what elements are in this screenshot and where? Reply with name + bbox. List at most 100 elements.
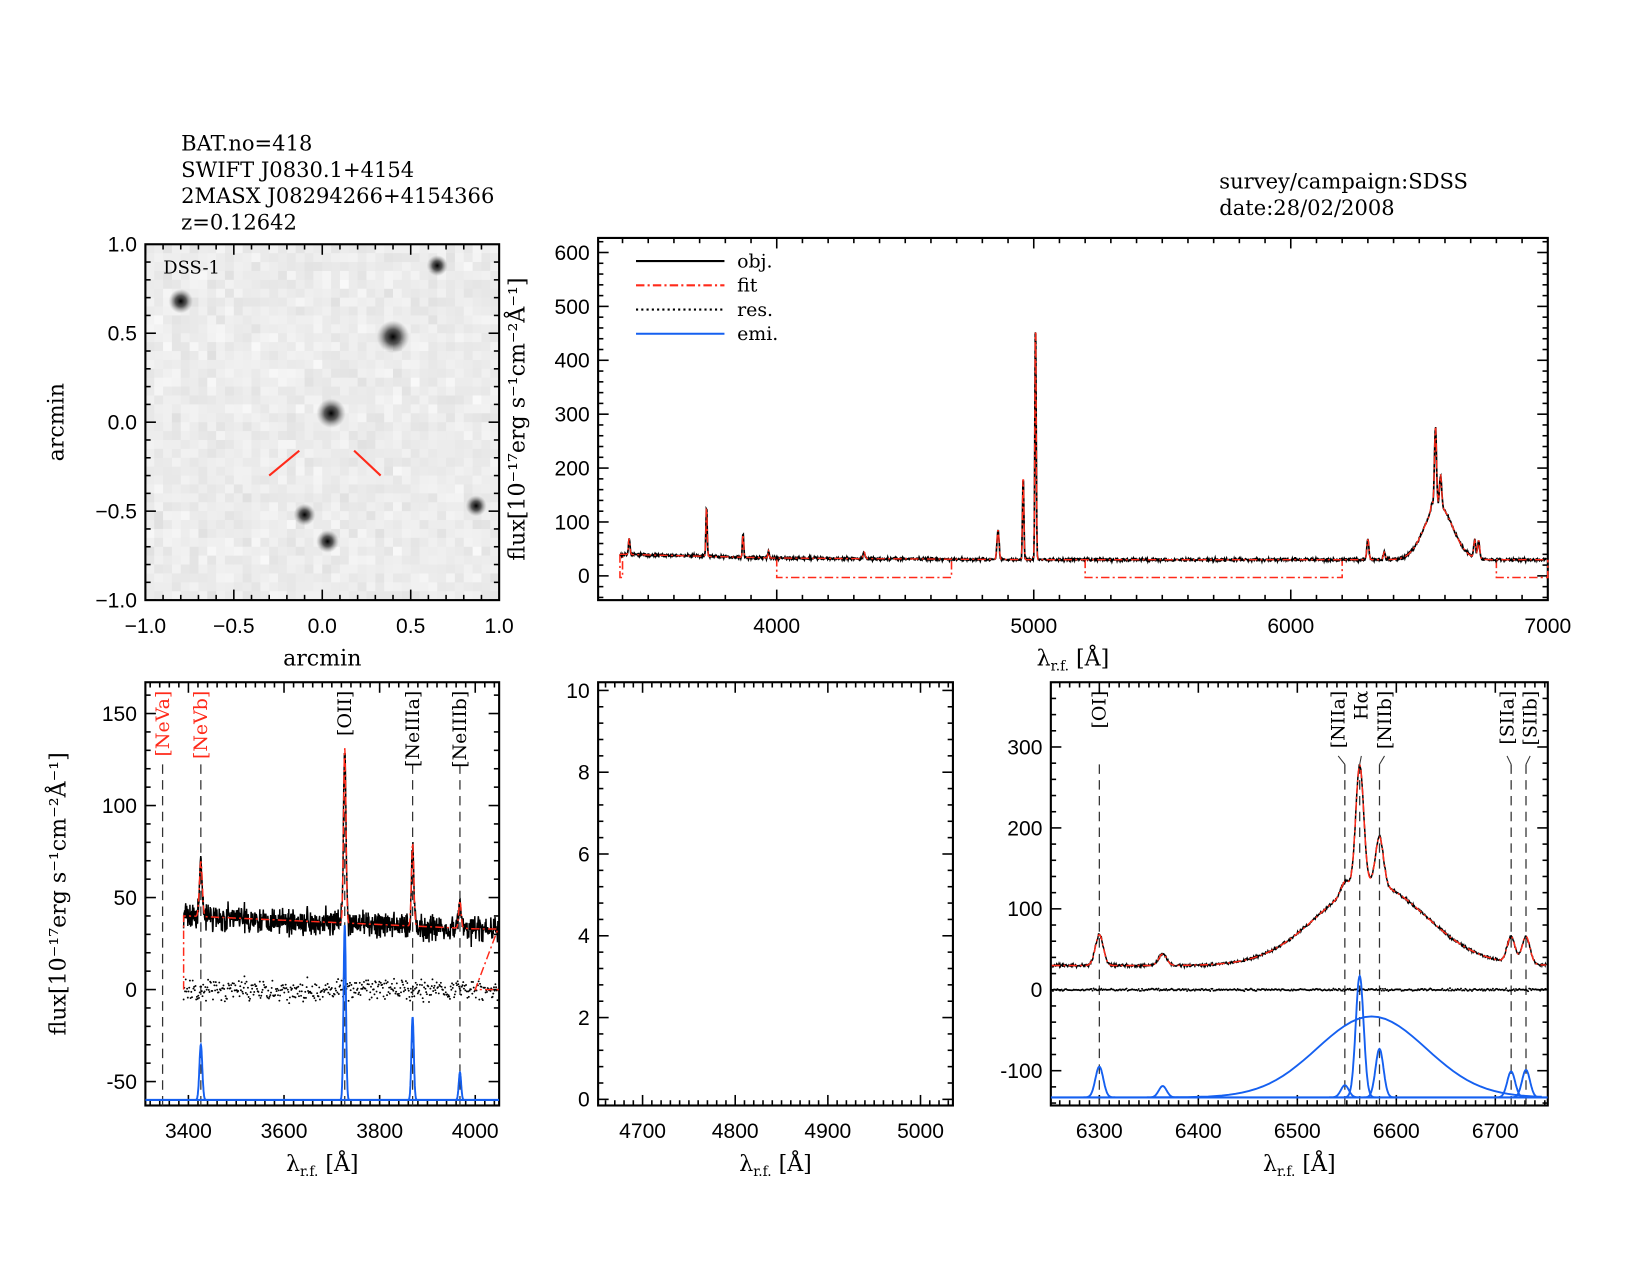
y-tick-label: 0 [578,1089,590,1112]
x-tick-label: 3600 [261,1120,308,1143]
sky-pixel [278,342,288,352]
sky-pixel [251,368,261,379]
sky-pixel [278,306,288,316]
sky-pixel [286,404,297,414]
sky-pixel [260,342,270,352]
sky-pixel [446,564,456,574]
sky-pixel [322,342,332,352]
sky-pixel [419,324,429,334]
sky-pixel [339,359,350,370]
residual-point [446,993,449,996]
residual-point [310,992,313,995]
sky-pixel [428,368,438,379]
sky-pixel [463,493,474,503]
sky-pixel [304,555,314,566]
residual-point [464,989,467,992]
sky-pixel [198,324,208,334]
sky-pixel [171,404,182,414]
residual-point [1125,987,1128,990]
sky-pixel [224,262,235,272]
sky-pixel [224,520,235,530]
sky-pixel [278,297,288,308]
sky-pixel [304,395,314,405]
sky-pixel [339,475,350,485]
residual-point [240,989,242,992]
residual-point [371,982,374,985]
sky-pixel [295,413,306,423]
sky-pixel [207,431,217,441]
sky-pixel [375,564,385,574]
obj-spectrum-line [619,332,1547,565]
residual-point [462,987,465,990]
sky-pixel [437,270,447,281]
sky-pixel [145,520,155,530]
residual-point [222,984,225,987]
x-tick-label: 6300 [1076,1120,1123,1143]
sky-pixel [224,315,235,325]
sky-pixel [419,546,429,557]
sky-pixel [251,359,261,370]
residual-point [323,990,326,993]
sky-pixel [375,359,385,370]
sky-pixel [242,386,253,397]
sky-pixel [295,342,306,352]
sky-pixel [490,270,500,281]
residual-point [390,982,393,985]
sky-pixel [207,342,217,352]
sky-pixel [481,368,491,379]
residual-point [437,992,440,995]
sky-pixel [357,333,368,343]
sky-pixel [463,520,474,530]
sky-pixel [260,484,270,494]
line-label: [NIIa] [1327,691,1349,749]
sky-pixel [401,484,412,494]
residual-point [1512,988,1515,991]
sky-pixel [286,297,297,308]
legend-label: fit [737,275,758,297]
sky-pixel [295,359,306,370]
sky-pixel [481,279,491,290]
sky-pixel [446,395,456,405]
sky-pixel [269,306,279,316]
sky-pixel [419,351,429,361]
sky-pixel [154,279,164,290]
residual-point [381,986,384,989]
sky-pixel [242,537,253,548]
sky-pixel [481,333,491,343]
residual-point [1139,989,1142,992]
sky-pixel [216,315,226,325]
sky-pixel [348,297,359,308]
sky-pixel [348,288,359,299]
sky-pixel [357,288,368,299]
sky-pixel [198,413,208,423]
residual-point [318,986,321,989]
sky-pixel [348,333,359,343]
sky-pixel [189,466,199,477]
sky-pixel [401,466,412,477]
sky-pixel [278,511,288,521]
sky-pixel [189,528,199,539]
sky-pixel [216,439,226,450]
sky-pixel [269,422,279,432]
sky-pixel [357,422,368,432]
sky-pixel [278,262,288,272]
sky-pixel [269,404,279,414]
sky-pixel [490,244,500,254]
sky-pixel [463,431,474,441]
sky-pixel [163,253,173,263]
residual-point [440,985,443,988]
sky-pixel [163,546,173,557]
sky-pixel [171,484,182,494]
sky-pixel [278,475,288,485]
sky-pixel [393,431,403,441]
residual-point [357,993,360,996]
sky-pixel [286,502,297,512]
sky-pixel [198,377,208,388]
sky-pixel [419,333,429,343]
residual-point [189,997,192,1000]
sky-pixel [357,546,368,557]
sky-pixel [145,439,155,450]
sky-pixel [419,404,429,414]
sky-pixel [145,253,155,263]
residual-point [277,989,280,992]
